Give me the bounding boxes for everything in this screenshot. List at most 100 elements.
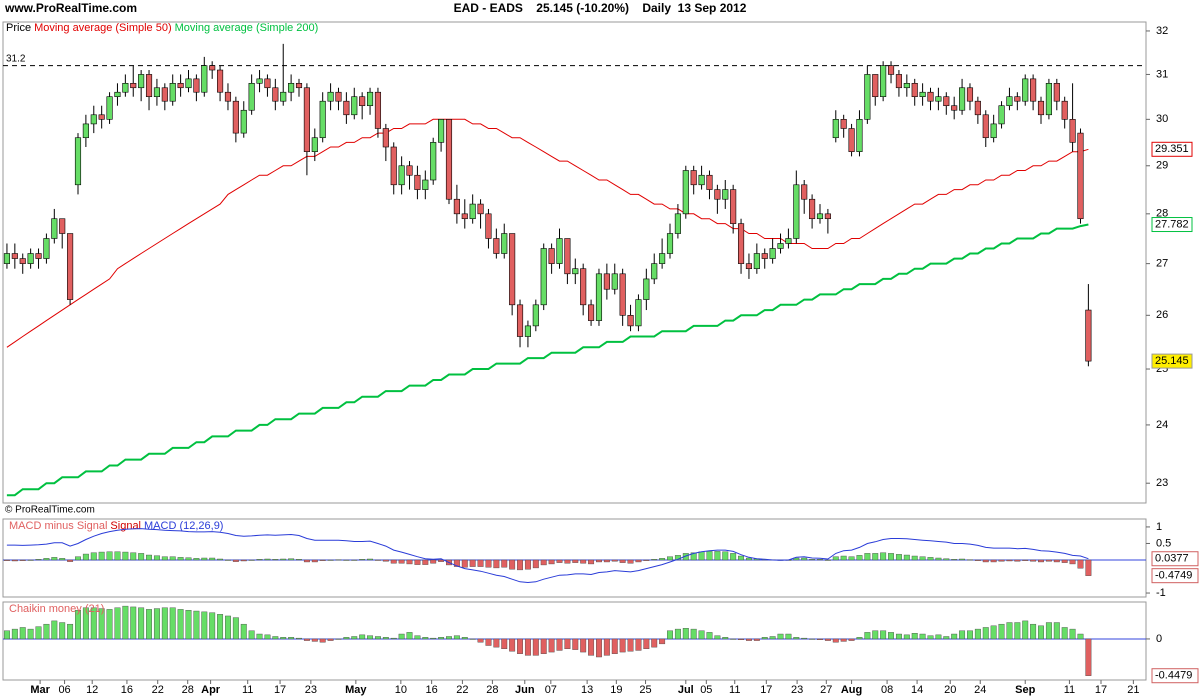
x-tick-label: 21 — [1127, 684, 1139, 696]
candle-body — [319, 100, 326, 139]
x-tick-label: Jul — [678, 684, 694, 696]
value-tag — [1151, 551, 1199, 567]
histogram-bar — [990, 625, 997, 640]
candle-body — [887, 65, 895, 75]
histogram-bar — [1061, 559, 1068, 563]
candle-body — [635, 299, 642, 327]
value-tag — [1151, 353, 1193, 369]
legend-entry: MACD (12,26,9) — [144, 520, 223, 532]
histogram-bar — [635, 638, 642, 651]
candle-body — [280, 91, 287, 102]
histogram-bar — [201, 557, 208, 561]
candle-body — [477, 203, 484, 215]
candle-body — [690, 170, 697, 186]
x-tick-label: 25 — [639, 684, 651, 696]
histogram-bar — [880, 552, 887, 561]
histogram-bar — [588, 638, 595, 656]
x-tick-label: Mar — [30, 684, 50, 696]
candle-body — [927, 91, 934, 102]
x-tick-label: 28 — [486, 684, 498, 696]
candle-body — [959, 87, 966, 111]
candle-body — [351, 96, 358, 116]
histogram-bar — [272, 559, 279, 561]
histogram-bar — [769, 636, 776, 640]
histogram-bar — [880, 630, 887, 640]
histogram-bar — [232, 559, 239, 562]
histogram-bar — [864, 632, 871, 640]
candle-body — [895, 74, 902, 89]
candle-body — [548, 248, 555, 264]
histogram-bar — [351, 636, 358, 640]
histogram-bar — [469, 559, 476, 567]
histogram-bar — [540, 638, 547, 654]
histogram-bar — [398, 633, 405, 640]
histogram-bar — [446, 636, 452, 640]
candle-body — [335, 91, 342, 102]
value-tag-label: 27.782 — [1155, 218, 1189, 230]
histogram-bar — [343, 559, 350, 561]
candle-body — [643, 278, 650, 300]
histogram-bar — [548, 559, 555, 565]
histogram-bar — [453, 559, 460, 567]
histogram-bar — [564, 638, 571, 650]
histogram-bar — [280, 558, 287, 561]
histogram-bar — [643, 559, 650, 561]
histogram-bar — [248, 630, 255, 640]
candle-body — [556, 238, 563, 264]
histogram-bar — [682, 628, 689, 640]
histogram-bar — [217, 614, 224, 640]
histogram-bar — [493, 638, 500, 648]
histogram-bar — [438, 637, 445, 640]
candle-body — [998, 105, 1005, 125]
histogram-bar — [359, 634, 366, 640]
histogram-bar — [524, 559, 531, 570]
histogram-bar — [509, 559, 516, 570]
histogram-bar — [27, 628, 34, 640]
candle-body — [295, 82, 303, 89]
histogram-bar — [51, 557, 58, 561]
candle-body — [122, 82, 129, 93]
histogram-bar — [209, 612, 216, 640]
candle-body — [138, 74, 145, 89]
histogram-bar — [303, 638, 310, 641]
candle-body — [27, 253, 34, 264]
value-tag-label: -0.4749 — [1155, 570, 1192, 582]
histogram-bar — [240, 623, 247, 640]
moving-average-line — [6, 223, 1089, 497]
candle-body — [516, 304, 524, 337]
histogram-bar — [398, 559, 405, 564]
candle-body — [935, 96, 942, 102]
histogram-bar — [35, 626, 42, 640]
candle-body — [453, 198, 460, 215]
histogram-bar — [848, 638, 855, 641]
candle-body — [398, 165, 405, 186]
candle-body — [730, 189, 737, 224]
candle-body — [793, 184, 800, 239]
histogram-bar — [493, 559, 500, 569]
histogram-bar — [256, 559, 263, 561]
candle-body — [745, 263, 753, 270]
candle-body — [1045, 82, 1052, 116]
legend: Price Moving average (Simple 50) Moving av… — [6, 22, 318, 34]
histogram-bar — [817, 559, 823, 561]
x-tick-label: 24 — [974, 684, 986, 696]
histogram-bar — [153, 608, 160, 640]
value-tag — [1151, 141, 1193, 157]
x-tick-label: 11 — [1064, 684, 1075, 696]
histogram-bar — [90, 552, 97, 561]
candle-body — [651, 263, 658, 280]
candle-body — [627, 315, 634, 327]
histogram-bar — [75, 556, 81, 561]
histogram-bar — [982, 559, 989, 563]
histogram-bar — [169, 556, 176, 561]
histogram-bar — [793, 637, 800, 640]
candle-body — [288, 82, 295, 93]
histogram-bar — [745, 638, 752, 641]
histogram-bar — [745, 557, 752, 561]
candle-body — [509, 233, 516, 306]
price-panel — [2, 21, 1147, 504]
histogram-bar — [288, 637, 295, 640]
histogram-bar — [1030, 623, 1037, 640]
histogram-bar — [651, 559, 658, 561]
